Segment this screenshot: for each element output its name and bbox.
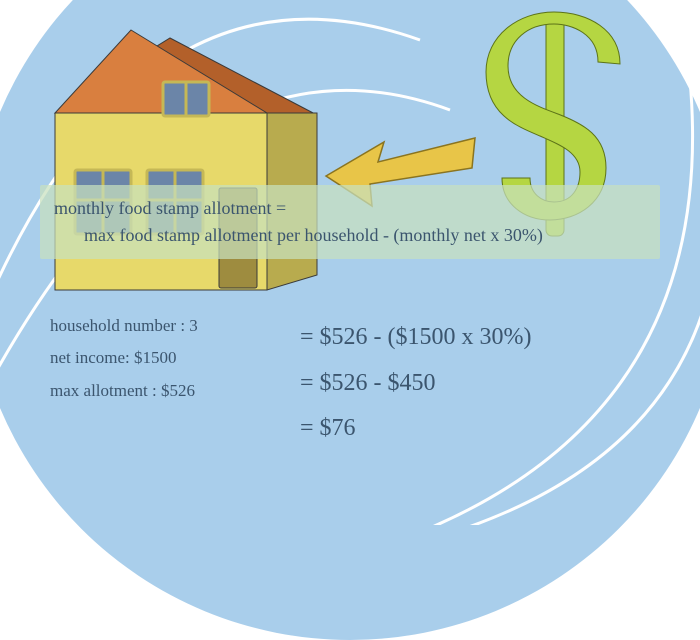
given-values: household number : 3 net income: $1500 m… xyxy=(50,310,198,407)
calc-step1: = $526 - ($1500 x 30%) xyxy=(300,315,532,361)
formula-line2: max food stamp allotment per household -… xyxy=(54,222,646,249)
net-income: net income: $1500 xyxy=(50,342,198,374)
calc-step2: = $526 - $450 xyxy=(300,361,532,407)
formula-box: monthly food stamp allotment = max food … xyxy=(40,185,660,259)
max-allotment: max allotment : $526 xyxy=(50,375,198,407)
household-number: household number : 3 xyxy=(50,310,198,342)
formula-line1: monthly food stamp allotment = xyxy=(54,195,646,222)
calc-result: = $76 xyxy=(300,406,532,452)
house-icon xyxy=(35,20,325,315)
calculation-steps: = $526 - ($1500 x 30%) = $526 - $450 = $… xyxy=(300,315,532,452)
